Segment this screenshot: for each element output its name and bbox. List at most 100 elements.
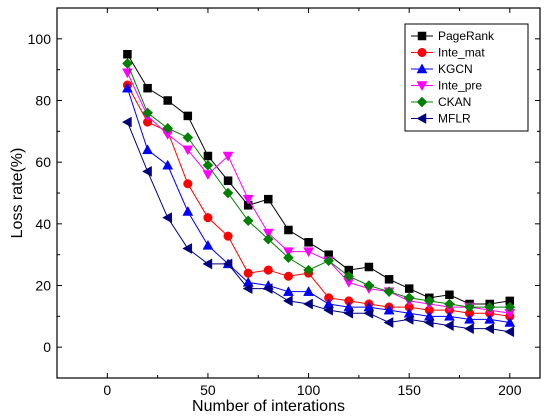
legend-label: KGCN (438, 62, 473, 76)
data-point (262, 283, 273, 295)
data-point (162, 122, 174, 134)
data-point (242, 194, 254, 205)
y-tick-label: 0 (43, 339, 51, 355)
legend-entry: CKAN (411, 95, 471, 109)
data-point (283, 247, 294, 258)
data-point (464, 301, 475, 313)
x-tick-label: 50 (200, 382, 216, 398)
data-point (183, 111, 193, 121)
data-point (323, 304, 333, 316)
data-point (404, 284, 414, 293)
x-tick-label: 0 (103, 382, 111, 398)
data-point (303, 264, 314, 276)
data-point (484, 301, 496, 313)
data-point (142, 107, 153, 119)
data-point (264, 194, 273, 204)
legend-label: Inte_pre (438, 79, 482, 93)
data-point (162, 212, 172, 224)
data-point (222, 258, 233, 270)
data-point (222, 187, 234, 199)
data-point (142, 144, 153, 155)
data-point (202, 170, 214, 181)
y-tick-label: 80 (35, 93, 51, 109)
data-point (202, 159, 214, 171)
data-point (323, 255, 335, 267)
data-point (203, 151, 213, 161)
data-point (383, 317, 394, 328)
data-point (182, 243, 193, 254)
data-point (283, 271, 293, 281)
data-point (223, 176, 233, 185)
data-point (282, 295, 293, 307)
legend-entry: Inte_pre (411, 79, 482, 93)
y-tick-label: 60 (35, 154, 51, 170)
legend-marker (416, 113, 427, 124)
legend-marker (417, 47, 427, 58)
data-point (284, 225, 293, 235)
legend-label: PageRank (438, 29, 495, 43)
x-tick-label: 150 (398, 382, 422, 398)
data-point (242, 215, 254, 227)
legend: PageRank Inte_mat KGCN Inte_pre CKAN MFLR (404, 23, 529, 132)
data-point (283, 286, 294, 296)
data-point (384, 275, 394, 284)
data-point (364, 262, 374, 272)
axis-ticks: 0 50 100 150 200 0 20 40 60 80 100 (28, 8, 540, 398)
data-point (303, 247, 314, 258)
data-point (363, 307, 374, 319)
data-point (182, 205, 194, 216)
data-point (223, 231, 233, 241)
legend-entry: PageRank (411, 29, 495, 43)
data-point (484, 313, 496, 324)
data-point (444, 298, 455, 310)
y-axis-title: Loss rate(%) (9, 148, 26, 239)
y-tick-label: 100 (28, 31, 52, 47)
legend-entry: KGCN (411, 62, 473, 76)
data-point (504, 301, 516, 313)
legend-label: MFLR (438, 112, 471, 126)
data-point (202, 258, 213, 270)
data-point (262, 228, 274, 239)
legend-label: Inte_mat (438, 46, 485, 60)
x-tick-label: 100 (297, 382, 321, 398)
data-point (443, 320, 454, 332)
series-mflr (121, 116, 515, 338)
data-point (163, 96, 172, 105)
data-point (504, 326, 515, 338)
data-point (243, 268, 253, 278)
x-tick-label: 200 (498, 382, 522, 398)
legend-marker (417, 31, 427, 41)
series-line (126, 88, 510, 323)
legend-entry: MFLR (411, 112, 471, 126)
data-point (363, 280, 375, 291)
series-line (126, 72, 510, 314)
data-point (263, 265, 273, 275)
data-point (403, 313, 414, 325)
legend-label: CKAN (438, 95, 471, 109)
data-point (162, 159, 174, 170)
data-point (182, 132, 194, 143)
series-ckan (122, 58, 516, 313)
data-point (304, 238, 313, 247)
data-point (283, 252, 294, 264)
data-point (383, 286, 395, 298)
legend-marker (416, 63, 428, 74)
legend-entry: Inte_mat (411, 46, 485, 60)
data-point (203, 213, 213, 223)
data-point (262, 233, 274, 245)
data-point (343, 270, 355, 282)
series-layer (121, 50, 516, 338)
data-point (464, 323, 474, 335)
data-point (484, 323, 494, 335)
data-point (504, 316, 516, 327)
x-axis-title: Number of interations (192, 398, 345, 415)
data-point (403, 292, 415, 304)
data-point (122, 58, 133, 69)
data-point (444, 310, 455, 321)
data-point (123, 50, 132, 59)
data-point (383, 304, 395, 315)
data-point (423, 317, 434, 328)
data-point (343, 307, 354, 319)
data-point (464, 313, 475, 324)
